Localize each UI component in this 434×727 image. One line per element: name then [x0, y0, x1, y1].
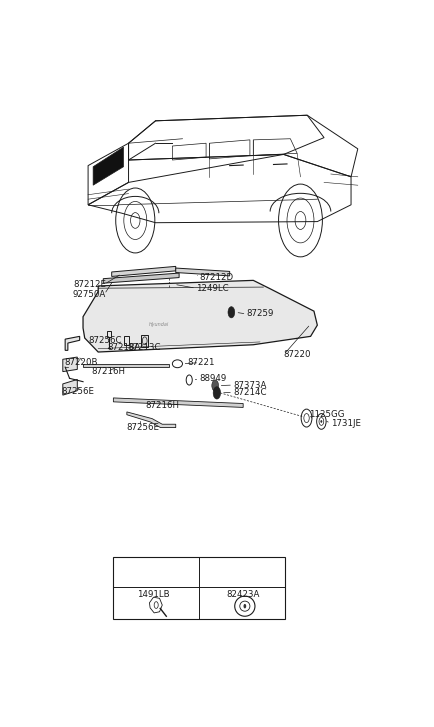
Text: 87220: 87220 — [283, 350, 310, 359]
Bar — [113, 558, 285, 619]
Text: 87221: 87221 — [187, 358, 214, 367]
Polygon shape — [141, 334, 148, 347]
Text: 1125GG: 1125GG — [308, 409, 344, 419]
Text: 87373A: 87373A — [233, 380, 266, 390]
Text: 1491LB: 1491LB — [137, 590, 170, 599]
Circle shape — [211, 380, 218, 391]
Text: 87212E: 87212E — [73, 280, 105, 289]
Circle shape — [320, 420, 321, 422]
Text: 87212D: 87212D — [199, 273, 233, 282]
Text: 87259: 87259 — [246, 310, 273, 318]
Polygon shape — [83, 364, 168, 367]
Polygon shape — [93, 147, 123, 185]
Polygon shape — [113, 398, 243, 407]
Text: Hyundai: Hyundai — [148, 321, 169, 326]
Text: 1731JE: 1731JE — [330, 419, 360, 427]
Polygon shape — [175, 268, 229, 276]
Text: 87256E: 87256E — [127, 422, 159, 432]
Text: 87256E: 87256E — [62, 387, 95, 396]
Text: 87216H: 87216H — [91, 367, 125, 376]
Circle shape — [243, 604, 246, 608]
Text: 1249LC: 1249LC — [195, 284, 228, 293]
Polygon shape — [83, 281, 317, 352]
Circle shape — [213, 387, 220, 399]
Polygon shape — [112, 266, 175, 276]
Polygon shape — [62, 357, 77, 371]
Text: 87216H: 87216H — [145, 401, 179, 410]
Circle shape — [227, 307, 234, 318]
Text: 87256C: 87256C — [88, 336, 122, 345]
Text: 88949: 88949 — [199, 374, 226, 383]
Text: 87214C: 87214C — [233, 387, 266, 397]
Text: 92750A: 92750A — [73, 290, 106, 299]
Polygon shape — [62, 379, 77, 395]
Text: 87213C: 87213C — [128, 343, 161, 352]
Text: 87220B: 87220B — [64, 358, 98, 367]
Polygon shape — [103, 273, 179, 284]
Polygon shape — [65, 337, 79, 350]
Text: 82423A: 82423A — [226, 590, 259, 599]
Text: 87218A: 87218A — [107, 343, 141, 352]
Polygon shape — [127, 412, 175, 427]
